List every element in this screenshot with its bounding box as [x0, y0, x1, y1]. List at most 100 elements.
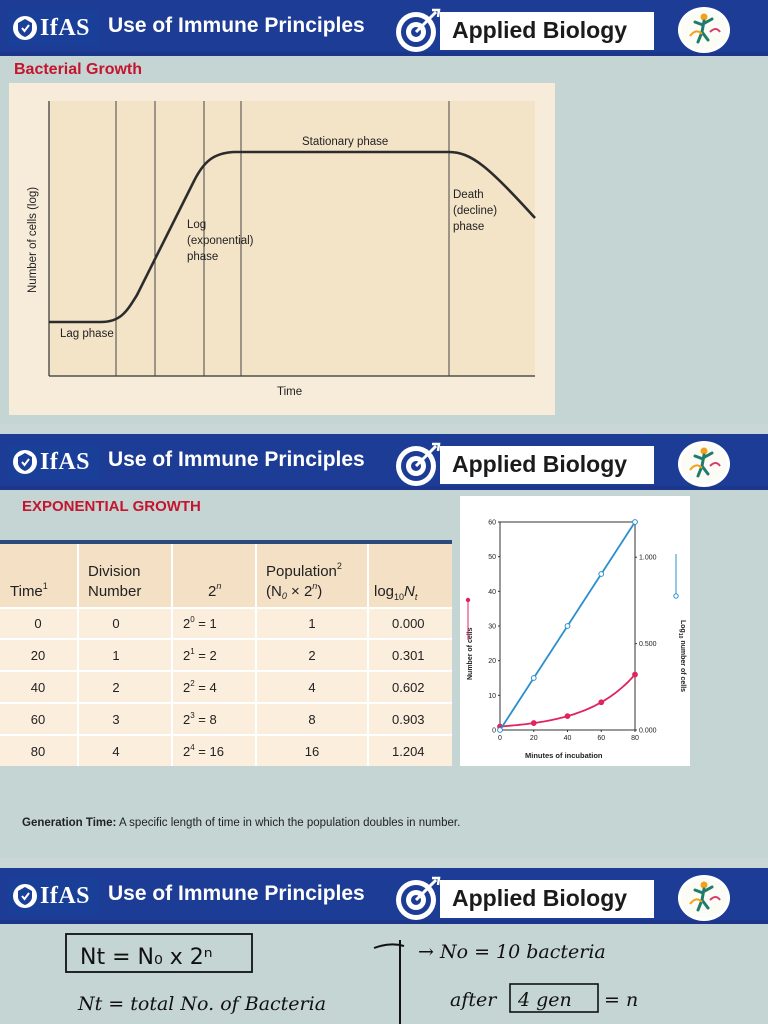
- cell-log: 1.204: [392, 744, 425, 759]
- cell-time: 40: [31, 680, 45, 695]
- annotation-stationary: Stationary phase: [302, 136, 388, 148]
- x-tick-label: 80: [631, 735, 639, 742]
- cell-division: 1: [112, 648, 119, 663]
- cell-power: 24 = 16: [183, 743, 224, 759]
- cell-power: 23 = 8: [183, 711, 217, 727]
- y-axis-label-left: Number of cells: [467, 627, 474, 680]
- chart-panel: [460, 496, 690, 766]
- annotation-log-3: phase: [187, 251, 218, 263]
- section-title-exponential-growth: EXPONENTIAL GROWTH: [22, 498, 201, 515]
- data-point: [497, 727, 503, 733]
- x-tick-label: 20: [530, 735, 538, 742]
- figure-emblem-icon: [678, 441, 730, 487]
- cell-division: 0: [112, 616, 119, 631]
- cell-log: 0.903: [392, 712, 425, 727]
- header-number: Number: [88, 583, 141, 600]
- table-row: 40 2 0.602 4 22 = 4: [31, 679, 425, 695]
- generation-time-label: Generation Time:: [22, 817, 117, 829]
- slide-bacterial-growth: IfAS Use of Immune Principles Applied Bi…: [0, 0, 768, 424]
- generation-time-text: A specific length of time in which the p…: [118, 817, 461, 829]
- slide-exponential-growth: IfAS Use of Immune Principles Applied Bi…: [0, 434, 768, 858]
- data-point: [632, 671, 638, 678]
- subject-title: Applied Biology: [452, 451, 628, 477]
- cell-log: 0.301: [392, 648, 425, 663]
- cell-population: 16: [305, 744, 319, 759]
- header-population-formula: (N0 × 2n): [266, 581, 322, 601]
- banner-title: Use of Immune Principles: [108, 14, 365, 37]
- note-total-bacteria: Nt = total No. of Bacteria: [77, 993, 326, 1015]
- left-legend-marker: [465, 597, 471, 603]
- shield-icon: [13, 450, 37, 474]
- ifas-logo: IfAS: [8, 878, 100, 914]
- cell-population: 4: [308, 680, 315, 695]
- subject-title: Applied Biology: [452, 885, 628, 911]
- table-row: 20 1 0.301 2 21 = 2: [31, 647, 425, 663]
- cell-log: 0.602: [392, 680, 425, 695]
- section-title-bacterial-growth: Bacterial Growth: [14, 61, 143, 78]
- note-after-label: after: [450, 989, 498, 1011]
- y-axis-label-right: Log10 number of cells: [677, 620, 686, 692]
- logo-text: IfAS: [40, 448, 91, 475]
- banner-title: Use of Immune Principles: [108, 882, 365, 905]
- growth-curve: [49, 150, 536, 324]
- note-initial-bacteria: → No = 10 bacteria: [418, 941, 606, 963]
- cell-power: 20 = 1: [183, 615, 217, 631]
- cell-time: 60: [31, 712, 45, 727]
- data-point: [530, 675, 537, 681]
- y-tick-label: 10: [488, 693, 496, 700]
- target-icon: [396, 8, 441, 52]
- x-tick-label: 0: [498, 735, 502, 742]
- y-tick-label: 50: [488, 554, 496, 561]
- y-tick-label: 40: [488, 589, 496, 596]
- slide-formula-notes: IfAS Use of Immune Principles Applied Bi…: [0, 868, 768, 1024]
- annotation-death-3: phase: [453, 221, 484, 233]
- figure-emblem-icon: [678, 875, 730, 921]
- header-log: log10Nt: [374, 583, 418, 602]
- figure-emblem-icon: [678, 7, 730, 53]
- growth-table: Time1 Division Number 2n Population2 (N0…: [0, 540, 452, 766]
- bacterial-growth-chart: Stationary phase Death (decline) phase L…: [9, 83, 555, 415]
- target-icon: [396, 876, 441, 920]
- shield-icon: [13, 884, 37, 908]
- annotation-death-2: (decline): [453, 205, 497, 217]
- y-tick-label: 60: [488, 520, 496, 527]
- slide-banner: IfAS Use of Immune Principles Applied Bi…: [0, 868, 768, 924]
- annotation-log-2: (exponential): [187, 235, 254, 247]
- arrow-stroke: [373, 943, 405, 949]
- y-axis-label: Number of cells (log): [27, 187, 39, 293]
- logo-text: IfAS: [40, 14, 91, 41]
- right-legend-marker: [673, 593, 679, 599]
- header-time: Time1: [10, 581, 48, 600]
- cell-time: 80: [31, 744, 45, 759]
- generation-time-definition: Generation Time: A specific length of ti…: [22, 817, 460, 829]
- y2-tick-label: 1.000: [639, 555, 657, 562]
- exponential-growth-chart: 0 10 20 30 40 50 60 0 20 40 60 800.000 0.500 1.000 Mi…: [460, 496, 690, 766]
- y-tick-label: 20: [488, 658, 496, 665]
- y2-tick-label: 0.000: [639, 728, 657, 735]
- banner-title: Use of Immune Principles: [108, 448, 365, 471]
- cell-time: 20: [31, 648, 45, 663]
- cell-division: 4: [112, 744, 119, 759]
- x-tick-label: 60: [597, 735, 605, 742]
- y-tick-label: 0: [492, 728, 496, 735]
- header-division: Division: [88, 563, 141, 580]
- logo-text: IfAS: [40, 882, 91, 909]
- target-icon: [396, 442, 441, 486]
- slide-banner: IfAS Use of Immune Principles Applied Bi…: [0, 434, 768, 490]
- annotation-log-1: Log: [187, 219, 206, 231]
- table-header-row: [0, 544, 452, 608]
- x-axis-label: Minutes of incubation: [525, 751, 603, 760]
- cell-division: 3: [112, 712, 119, 727]
- cell-population: 8: [308, 712, 315, 727]
- annotation-death-1: Death: [453, 189, 484, 201]
- cell-power: 21 = 2: [183, 647, 217, 663]
- plot-area: [49, 101, 535, 376]
- subject-box: Applied Biology: [440, 880, 654, 918]
- subject-box: Applied Biology: [440, 12, 654, 50]
- cell-population: 2: [308, 648, 315, 663]
- cell-log: 0.000: [392, 616, 425, 631]
- data-point: [632, 519, 638, 525]
- data-point: [530, 720, 537, 726]
- x-tick-label: 40: [564, 735, 572, 742]
- handwritten-notes: Nt = N₀ x 2ⁿ Nt = total No. of Bacteria …: [65, 933, 638, 1024]
